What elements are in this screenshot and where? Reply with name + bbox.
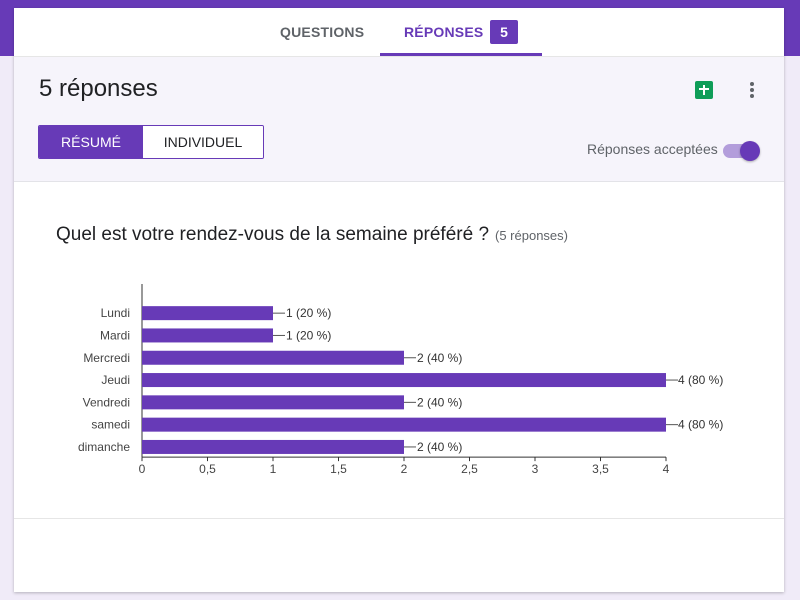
bar	[142, 395, 404, 410]
tab-questions[interactable]: QUESTIONS	[280, 24, 365, 40]
category-label: Vendredi	[83, 395, 130, 409]
bar	[142, 439, 404, 454]
question-text: Quel est votre rendez-vous de la semaine…	[56, 224, 490, 245]
data-label: 4 (80 %)	[678, 418, 723, 432]
responses-count-badge: 5	[490, 20, 518, 44]
bar	[142, 417, 666, 432]
summary-view-button[interactable]: RÉSUMÉ	[39, 126, 143, 158]
x-tick-label: 1	[270, 462, 277, 476]
category-label: Mercredi	[83, 351, 130, 365]
toggle-knob[interactable]	[740, 141, 760, 161]
bar	[142, 350, 404, 365]
category-label: Jeudi	[101, 373, 130, 387]
question-response-count: (5 réponses)	[495, 228, 568, 243]
responses-card: QUESTIONS RÉPONSES 5 5 réponses RÉSUMÉ I…	[14, 8, 784, 592]
x-tick-label: 0,5	[199, 462, 216, 476]
data-label: 2 (40 %)	[417, 351, 462, 365]
data-label: 1 (20 %)	[286, 306, 331, 320]
question-title: Quel est votre rendez-vous de la semaine…	[56, 224, 568, 246]
x-tick-label: 2,5	[461, 462, 478, 476]
google-sheets-icon[interactable]	[695, 81, 713, 99]
accepting-responses-label: Réponses acceptées	[587, 141, 718, 157]
data-label: 1 (20 %)	[286, 328, 331, 342]
summary-header: 5 réponses RÉSUMÉ INDIVIDUEL Réponses ac…	[14, 57, 784, 182]
category-label: samedi	[91, 418, 130, 432]
x-tick-label: 1,5	[330, 462, 347, 476]
bar-chart: Lundi 1 (20 %) Mardi 1 (20 %) Mercredi 2 (40 …	[14, 266, 784, 496]
x-tick-label: 4	[663, 462, 670, 476]
individual-view-button[interactable]: INDIVIDUEL	[143, 126, 263, 158]
bar	[142, 328, 273, 343]
section-divider	[14, 518, 784, 519]
active-tab-indicator	[380, 53, 542, 56]
data-label: 4 (80 %)	[678, 373, 723, 387]
category-label: dimanche	[78, 440, 130, 454]
x-tick-label: 0	[139, 462, 146, 476]
bar	[142, 306, 273, 321]
tab-responses[interactable]: RÉPONSES	[404, 24, 484, 40]
x-tick-label: 2	[401, 462, 408, 476]
data-label: 2 (40 %)	[417, 395, 462, 409]
category-label: Mardi	[100, 328, 130, 342]
category-label: Lundi	[101, 306, 130, 320]
bar	[142, 373, 666, 388]
bar-chart-svg: Lundi 1 (20 %) Mardi 1 (20 %) Mercredi 2 (40 …	[78, 284, 723, 476]
tab-bar: QUESTIONS RÉPONSES 5	[14, 8, 784, 57]
responses-count-title: 5 réponses	[39, 75, 158, 102]
data-label: 2 (40 %)	[417, 440, 462, 454]
x-tick-label: 3,5	[592, 462, 609, 476]
more-vert-icon[interactable]	[748, 81, 756, 99]
x-tick-label: 3	[532, 462, 539, 476]
view-toggle: RÉSUMÉ INDIVIDUEL	[38, 125, 264, 159]
